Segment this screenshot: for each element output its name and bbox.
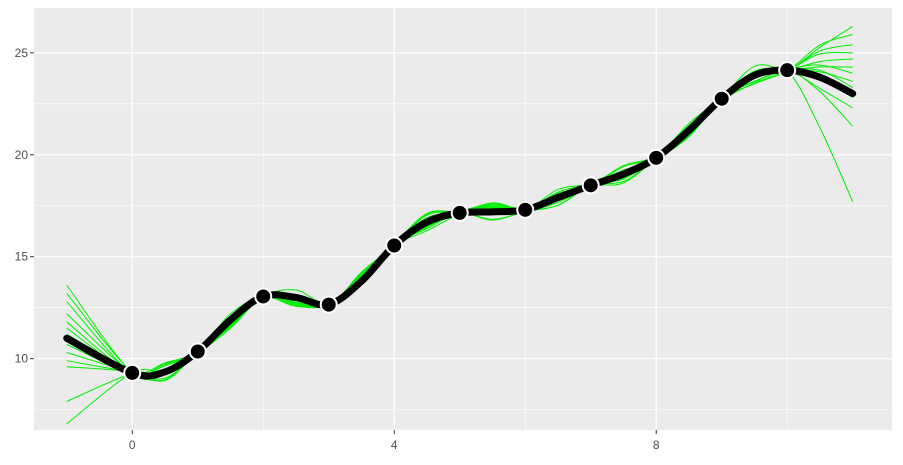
- y-tick-label: 10: [15, 352, 29, 366]
- data-point: [188, 342, 207, 361]
- data-point: [123, 363, 142, 382]
- data-point: [581, 176, 600, 195]
- data-point: [647, 148, 666, 167]
- data-points: [123, 61, 797, 382]
- x-tick-label: 4: [391, 438, 398, 452]
- x-tick-label: 0: [129, 438, 136, 452]
- data-point: [385, 236, 404, 255]
- data-point: [254, 287, 273, 306]
- y-axis: 10 15 20 25: [15, 46, 34, 366]
- y-tick-label: 15: [15, 250, 29, 264]
- x-tick-label: 8: [653, 438, 660, 452]
- x-axis: 0 4 8: [129, 430, 660, 452]
- data-point: [712, 89, 731, 108]
- y-tick-label: 25: [15, 46, 29, 60]
- data-point: [450, 203, 469, 222]
- data-point: [319, 295, 338, 314]
- data-point: [778, 61, 797, 80]
- grid-major: [34, 8, 892, 430]
- y-tick-label: 20: [15, 148, 29, 162]
- data-point: [516, 200, 535, 219]
